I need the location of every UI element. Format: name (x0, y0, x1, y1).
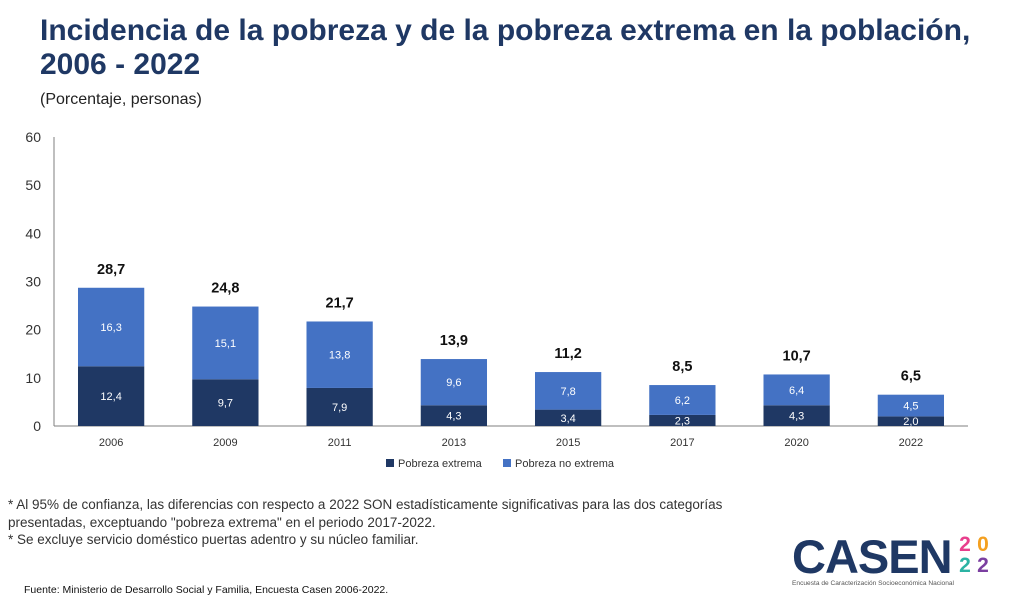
x-tick-label: 2022 (899, 437, 923, 449)
bar-total-label: 6,5 (901, 369, 921, 385)
x-tick-label: 2017 (670, 437, 694, 449)
bar-value-label: 7,9 (332, 402, 347, 414)
bar-pobreza-extrema (649, 414, 716, 426)
legend-label: Pobreza extrema (398, 458, 483, 470)
bar-value-label: 3,4 (560, 413, 575, 425)
y-tick-label: 40 (25, 225, 41, 241)
logo-year-digit: 0 (977, 533, 989, 556)
bar-pobreza-no-extrema (534, 372, 602, 410)
footnote-line: * Se excluye servicio doméstico puertas … (8, 532, 419, 547)
bar-total-label: 28,7 (97, 262, 125, 278)
bar-value-label: 4,5 (903, 401, 918, 413)
bar-total-label: 8,5 (672, 359, 692, 375)
logo-year-digit: 2 (959, 554, 971, 577)
bar-pobreza-extrema (420, 405, 488, 426)
bar-value-label: 9,7 (218, 398, 233, 410)
logo-year-digit: 2 (977, 554, 989, 577)
logo-tagline: Encuesta de Caracterización Socioeconómi… (792, 580, 955, 587)
bar-value-label: 16,3 (100, 322, 121, 334)
bar-pobreza-extrema (77, 366, 145, 426)
x-tick-label: 2015 (556, 437, 580, 449)
legend-swatch (386, 459, 394, 467)
y-tick-label: 30 (25, 274, 41, 290)
logo-letter: A (824, 530, 859, 583)
y-tick-label: 0 (33, 418, 41, 434)
bar-pobreza-extrema (534, 409, 602, 426)
chart-title: Incidencia de la pobreza y de la pobreza… (40, 14, 971, 81)
y-tick-label: 10 (25, 370, 41, 386)
bar-total-label: 13,9 (440, 333, 468, 349)
bar-pobreza-extrema (877, 416, 945, 426)
footnote-line: presentadas, exceptuando "pobreza extrem… (8, 514, 436, 530)
y-tick-label: 50 (25, 177, 41, 193)
bar-total-label: 11,2 (554, 346, 581, 362)
source-note: Fuente: Ministerio de Desarrollo Social … (24, 584, 389, 596)
bar-value-label: 6,4 (789, 385, 804, 397)
bar-pobreza-extrema (306, 387, 373, 426)
bar-pobreza-extrema (763, 405, 830, 426)
y-tick-label: 60 (25, 129, 41, 145)
bar-value-label: 4,3 (789, 411, 804, 423)
x-tick-label: 2011 (328, 437, 352, 449)
bar-value-label: 9,6 (446, 377, 461, 389)
logo-year-digit: 2 (959, 533, 971, 556)
bar-pobreza-no-extrema (306, 321, 373, 388)
bar-value-label: 15,1 (215, 338, 236, 350)
bar-value-label: 6,2 (675, 395, 690, 407)
x-tick-label: 2013 (442, 437, 466, 449)
legend-label: Pobreza no extrema (515, 458, 615, 470)
bar-total-label: 24,8 (211, 281, 239, 297)
casen-logo: CASEN 2 02 2 Encuesta de Caracterización S… (786, 530, 996, 590)
bar-value-label: 13,8 (329, 350, 350, 362)
y-tick-label: 20 (25, 322, 41, 338)
footnotes: * Al 95% de confianza, las diferencias c… (8, 496, 768, 549)
bar-value-label: 2,0 (903, 416, 918, 428)
x-tick-label: 2009 (213, 437, 237, 449)
bar-value-label: 4,3 (446, 411, 461, 423)
logo-letter: C (792, 530, 826, 583)
bar-value-label: 12,4 (100, 391, 121, 403)
logo-letter: E (888, 530, 919, 583)
bar-total-label: 21,7 (326, 295, 354, 311)
bar-total-label: 10,7 (783, 348, 811, 364)
stacked-bar-chart: 0 10 20 30 40 50 60 12,4 16,3 28,7 2006 9,7 15,1 24,8… (25, 129, 968, 470)
bar-pobreza-no-extrema (763, 374, 830, 406)
bar-pobreza-extrema (192, 379, 259, 426)
bar-pobreza-no-extrema (877, 394, 945, 417)
x-tick-label: 2006 (99, 437, 123, 449)
logo-letter: N (918, 530, 953, 583)
bar-pobreza-no-extrema (192, 306, 259, 380)
chart-subtitle: (Porcentaje, personas) (40, 91, 202, 108)
bar-pobreza-no-extrema (649, 385, 716, 415)
bar-pobreza-no-extrema (77, 287, 145, 367)
logo-year: 2 02 2 (956, 534, 992, 576)
bar-value-label: 2,3 (675, 415, 690, 427)
bar-value-label: 7,8 (560, 386, 575, 398)
footnote-line: * Al 95% de confianza, las diferencias c… (8, 497, 723, 512)
logo-wordmark: CASEN (792, 530, 953, 583)
logo-letter: S (857, 530, 889, 583)
bar-pobreza-no-extrema (420, 359, 488, 406)
x-tick-label: 2020 (784, 437, 808, 449)
legend-swatch (503, 459, 511, 467)
